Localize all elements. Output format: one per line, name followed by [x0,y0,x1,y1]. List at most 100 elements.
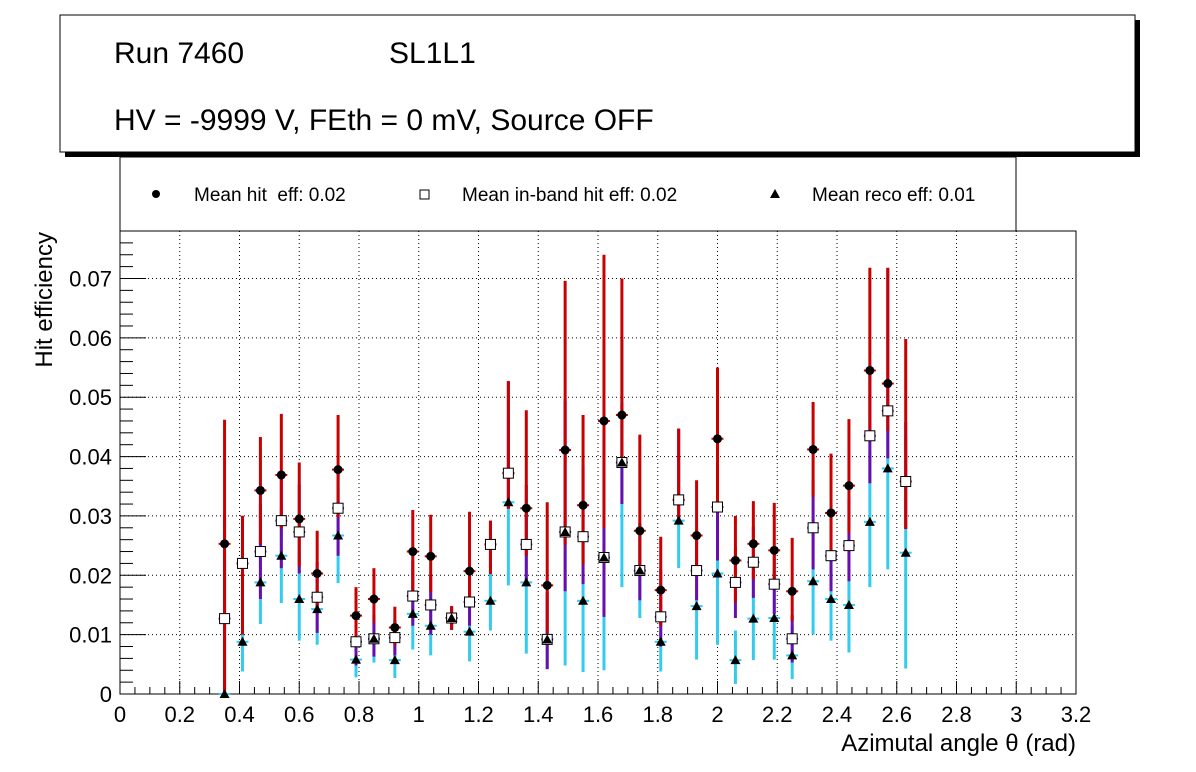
inband-efficiency-point [729,576,741,588]
inband-efficiency-point [254,546,266,558]
reco-efficiency-point [712,568,723,578]
hit-efficiency-point [542,580,552,590]
x-tick-label: 2.6 [881,702,912,727]
hit-efficiency-point [255,485,265,495]
hit-efficiency-point [390,623,400,633]
x-tick-label: 3.2 [1061,702,1092,727]
hit-efficiency-point [312,569,322,579]
x-tick-label: 3 [1010,702,1022,727]
inband-efficiency-point [655,611,667,623]
hit-efficiency-point [787,586,797,596]
legend-box [119,156,1017,232]
y-tick-label: 0.03 [69,504,112,529]
x-tick-label: 0.8 [344,702,375,727]
legend-square-marker [419,189,430,200]
inband-efficiency-point [502,467,514,479]
y-tick-label: 0.02 [69,563,112,588]
hit-efficiency-point [730,555,740,565]
grid-lines [120,231,1076,694]
reco-efficiency-point [312,604,323,614]
hit-efficiency-point [656,585,666,595]
y-tick-label: 0.01 [69,623,112,648]
reco-efficiency-point [634,565,645,575]
reco-efficiency-point [616,457,627,467]
x-tick-label: 0.2 [164,702,195,727]
legend-circle-marker [152,190,160,198]
inband-efficiency-point [425,599,437,611]
hit-efficiency-point [692,531,702,541]
inband-efficiency-point [332,502,344,514]
inband-efficiency-point [484,538,496,550]
run-label: Run 7460 [114,37,244,70]
reco-efficiency-point [864,516,875,526]
reco-efficiency-point [673,515,684,525]
reco-efficiency-point [578,595,589,605]
header-box [59,14,1136,153]
hit-efficiency-point [617,410,627,420]
y-tick-label: 0.07 [69,266,112,291]
inband-efficiency-point [236,557,248,569]
legend-inband-label: Mean in-band hit eff: 0.02 [462,185,677,206]
hit-efficiency-point [426,551,436,561]
layer-label: SL1L1 [389,37,476,70]
hit-efficiency-point [560,445,570,455]
x-tick-label: 2.4 [822,702,853,727]
hit-efficiency-point [369,594,379,604]
inband-efficiency-point [577,531,589,543]
reco-efficiency-point [730,655,741,665]
reco-efficiency-point [900,547,911,557]
hit-efficiency-point [883,379,893,389]
hit-efficiency-point [826,508,836,518]
hit-efficiency-point [333,465,343,475]
inband-efficiency-point [864,430,876,442]
reco-efficiency-point [560,526,571,536]
reco-efficiency-point [389,655,400,665]
hit-efficiency-point [599,416,609,426]
x-tick-label: 0.6 [284,702,315,727]
hit-efficiency-point [748,539,758,549]
reco-efficiency-point [748,613,759,623]
hit-efficiency-point [578,500,588,510]
reco-efficiency-point [808,576,819,586]
x-tick-label: 1.8 [642,702,673,727]
inband-efficiency-point [807,522,819,534]
x-tick-label: 2.8 [941,702,972,727]
reco-efficiency-point [368,633,379,643]
hit-efficiency-point [808,444,818,454]
reco-efficiency-point [542,634,553,644]
legend-reco-label: Mean reco eff: 0.01 [812,185,975,206]
inband-efficiency-point [673,494,685,506]
hit-efficiency-point [635,526,645,536]
reco-efficiency-point [276,550,287,560]
hit-efficiency-point [220,539,230,549]
inband-efficiency-point [389,632,401,644]
hit-efficiency-point [865,365,875,375]
hit-efficiency-point [844,481,854,491]
reco-efficiency-point [237,636,248,646]
data-points [218,254,912,698]
hit-efficiency-point [276,470,286,480]
inband-efficiency-point [407,590,419,602]
inband-efficiency-point [293,526,305,538]
inband-efficiency-point [786,633,798,645]
conditions-label: HV = -9999 V, FEth = 0 mV, Source OFF [114,104,654,137]
inband-efficiency-point [311,591,323,603]
inband-efficiency-point [825,550,837,562]
hit-efficiency-point [294,514,304,524]
reco-efficiency-point [503,497,514,507]
y-tick-label: 0.05 [69,385,112,410]
hit-efficiency-point [408,547,418,557]
reco-efficiency-point [521,577,532,587]
reco-efficiency-point [464,626,475,636]
reco-efficiency-point [882,463,893,473]
hit-efficiency-point [769,545,779,555]
inband-efficiency-point [843,540,855,552]
reco-efficiency-point [655,636,666,646]
hit-efficiency-point [351,611,361,621]
y-tick-label: 0.04 [69,445,112,470]
x-tick-label: 0.4 [224,702,255,727]
x-axis-title: Azimutal angle θ (rad) [841,730,1076,757]
legend-hit-label: Mean hit eff: 0.02 [194,185,346,206]
reco-efficiency-point [843,599,854,609]
